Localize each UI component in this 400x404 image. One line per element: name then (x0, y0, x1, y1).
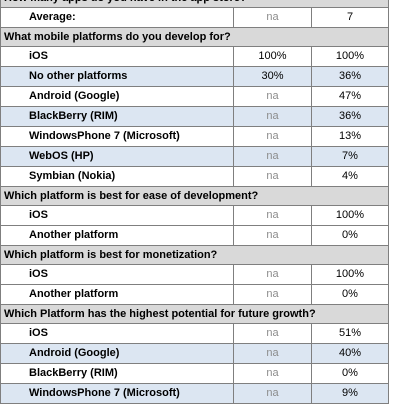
answer-row: WindowsPhone 7 (Microsoft) na 13% (0, 126, 389, 147)
answer-row: WebOS (HP) na 7% (0, 146, 389, 167)
answer-value-col1: na (233, 86, 312, 107)
answer-value-col1: na (233, 383, 312, 404)
question-row: How many apps do you have in the app sto… (0, 0, 389, 8)
answer-value-col2: 0% (311, 225, 389, 246)
answer-label: Android (Google) (0, 343, 234, 364)
question-text: What mobile platforms do you develop for… (0, 27, 389, 47)
answer-label: iOS (0, 46, 234, 67)
answer-label: BlackBerry (RIM) (0, 363, 234, 384)
answer-value-col2: 36% (311, 106, 389, 127)
answer-label: iOS (0, 264, 234, 285)
question-row: What mobile platforms do you develop for… (0, 27, 389, 47)
answer-row: BlackBerry (RIM) na 36% (0, 106, 389, 127)
survey-results-table: How many apps do you have in the app sto… (0, 0, 389, 404)
answer-value-col2: 9% (311, 383, 389, 404)
answer-value-col2: 0% (311, 284, 389, 305)
answer-row: iOS 100% 100% (0, 46, 389, 67)
answer-row: Symbian (Nokia) na 4% (0, 166, 389, 187)
answer-value-col2: 36% (311, 66, 389, 87)
answer-label: Android (Google) (0, 86, 234, 107)
question-row: Which platform is best for ease of devel… (0, 186, 389, 206)
answer-row: Android (Google) na 47% (0, 86, 389, 107)
answer-label: iOS (0, 205, 234, 226)
answer-label: No other platforms (0, 66, 234, 87)
answer-label: Average: (0, 7, 234, 28)
answer-label: WebOS (HP) (0, 146, 234, 167)
survey-table-body: How many apps do you have in the app sto… (0, 0, 389, 404)
answer-label: WindowsPhone 7 (Microsoft) (0, 383, 234, 404)
answer-label: Another platform (0, 284, 234, 305)
answer-value-col1: na (233, 363, 312, 384)
answer-value-col2: 100% (311, 46, 389, 67)
answer-label: iOS (0, 323, 234, 344)
answer-value-col2: 40% (311, 343, 389, 364)
answer-row: BlackBerry (RIM) na 0% (0, 363, 389, 384)
answer-row: iOS na 51% (0, 323, 389, 344)
answer-label: Symbian (Nokia) (0, 166, 234, 187)
question-text: How many apps do you have in the app sto… (0, 0, 389, 8)
question-text: Which platform is best for monetization? (0, 245, 389, 265)
question-row: Which platform is best for monetization? (0, 245, 389, 265)
answer-row: iOS na 100% (0, 205, 389, 226)
answer-row: Average: na 7 (0, 7, 389, 28)
answer-value-col2: 0% (311, 363, 389, 384)
answer-value-col1: na (233, 264, 312, 285)
answer-row: WindowsPhone 7 (Microsoft) na 9% (0, 383, 389, 404)
answer-value-col1: na (233, 343, 312, 364)
answer-value-col1: na (233, 146, 312, 167)
answer-value-col1: na (233, 166, 312, 187)
answer-value-col2: 4% (311, 166, 389, 187)
answer-value-col1: na (233, 284, 312, 305)
answer-value-col2: 7% (311, 146, 389, 167)
answer-value-col1: 100% (233, 46, 312, 67)
answer-value-col2: 7 (311, 7, 389, 28)
answer-row: iOS na 100% (0, 264, 389, 285)
answer-value-col2: 47% (311, 86, 389, 107)
answer-row: Another platform na 0% (0, 284, 389, 305)
question-text: Which platform is best for ease of devel… (0, 186, 389, 206)
answer-row: Another platform na 0% (0, 225, 389, 246)
answer-row: No other platforms 30% 36% (0, 66, 389, 87)
answer-label: WindowsPhone 7 (Microsoft) (0, 126, 234, 147)
answer-value-col1: na (233, 205, 312, 226)
answer-value-col1: na (233, 323, 312, 344)
answer-value-col2: 100% (311, 264, 389, 285)
answer-value-col1: na (233, 126, 312, 147)
answer-value-col1: na (233, 106, 312, 127)
answer-label: BlackBerry (RIM) (0, 106, 234, 127)
answer-value-col1: na (233, 225, 312, 246)
answer-label: Another platform (0, 225, 234, 246)
answer-value-col1: na (233, 7, 312, 28)
answer-row: Android (Google) na 40% (0, 343, 389, 364)
question-text: Which Platform has the highest potential… (0, 304, 389, 324)
answer-value-col2: 13% (311, 126, 389, 147)
answer-value-col2: 51% (311, 323, 389, 344)
question-row: Which Platform has the highest potential… (0, 304, 389, 324)
answer-value-col2: 100% (311, 205, 389, 226)
answer-value-col1: 30% (233, 66, 312, 87)
